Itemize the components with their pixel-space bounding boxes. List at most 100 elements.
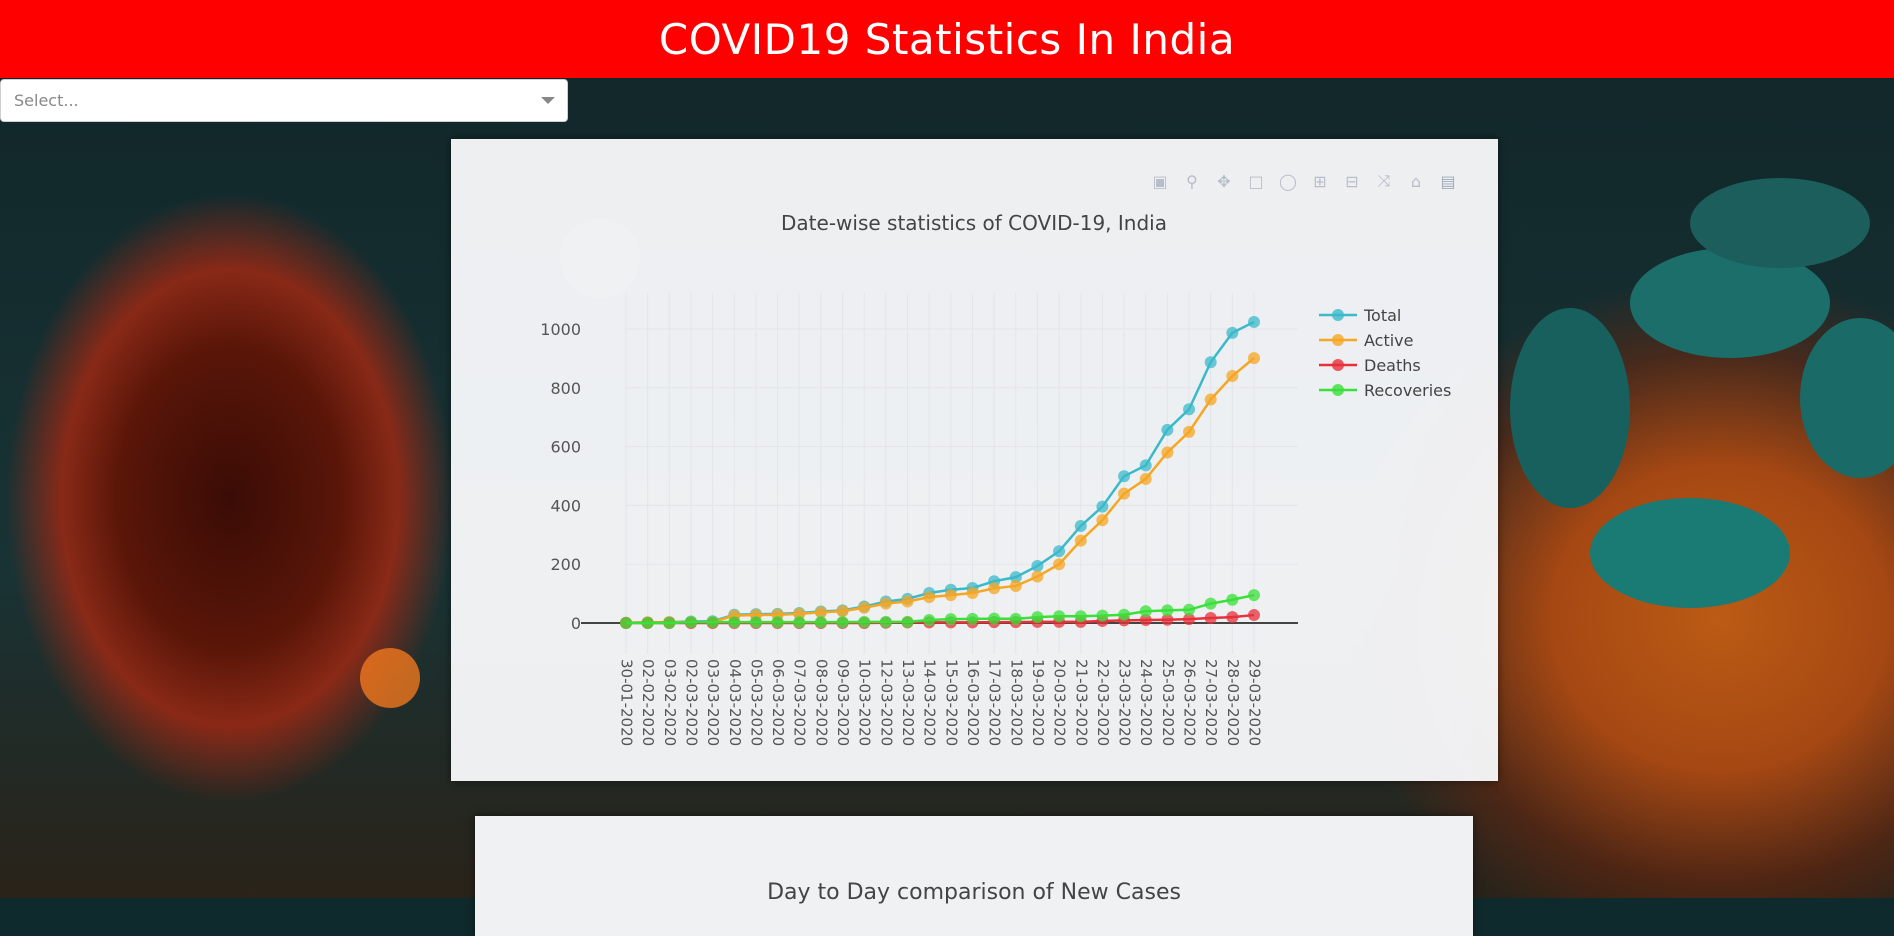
x-tick-label: 21-03-2020 [1072,659,1090,746]
data-point-recoveries[interactable] [620,617,632,629]
data-point-total[interactable] [1248,315,1260,328]
data-point-total[interactable] [1118,470,1131,483]
data-point-active[interactable] [1248,352,1260,365]
data-point-recoveries[interactable] [879,615,892,628]
data-point-recoveries[interactable] [1009,612,1022,625]
data-point-active[interactable] [836,605,849,618]
data-point-recoveries[interactable] [814,616,827,629]
data-point-active[interactable] [923,591,936,604]
data-point-active[interactable] [901,595,914,608]
y-tick-label: 600 [550,438,581,457]
x-tick-label: 09-03-2020 [834,659,852,746]
plotly-logo-icon[interactable]: ▤ [1440,171,1456,191]
data-point-recoveries[interactable] [1031,611,1044,624]
zoom-out-icon[interactable]: ⊟ [1345,171,1359,191]
x-tick-label: 20-03-2020 [1051,659,1069,746]
chevron-down-icon[interactable] [541,97,555,104]
data-point-active[interactable] [1204,393,1217,406]
data-point-total[interactable] [1053,545,1066,558]
data-point-total[interactable] [1139,459,1152,472]
data-point-recoveries[interactable] [771,616,784,629]
data-point-recoveries[interactable] [1183,603,1196,616]
data-point-deaths[interactable] [1226,611,1239,624]
data-point-total[interactable] [1096,500,1109,513]
x-tick-label: 02-02-2020 [639,659,657,746]
data-point-deaths[interactable] [1204,612,1217,625]
legend-item-active[interactable]: Active [1319,331,1414,350]
data-point-recoveries[interactable] [663,617,676,629]
legend-item-deaths[interactable]: Deaths [1319,356,1421,375]
data-point-recoveries[interactable] [1226,593,1239,606]
data-point-active[interactable] [1009,579,1022,592]
line-chart[interactable]: Date-wise statistics of COVID-19, India … [451,139,1498,781]
data-point-total[interactable] [1074,519,1087,532]
data-point-recoveries[interactable] [901,615,914,628]
data-point-active[interactable] [1031,570,1044,583]
data-point-active[interactable] [1074,534,1087,547]
data-point-recoveries[interactable] [728,616,741,629]
data-point-recoveries[interactable] [836,616,849,629]
zoom-in-icon[interactable]: ⊞ [1313,171,1327,191]
data-point-active[interactable] [814,606,827,619]
data-point-recoveries[interactable] [988,612,1001,625]
data-point-active[interactable] [793,607,806,620]
camera-icon[interactable]: ▣ [1152,171,1168,191]
data-point-total[interactable] [1161,423,1174,436]
box-select-icon[interactable]: □ [1248,171,1264,191]
data-point-recoveries[interactable] [1118,608,1131,621]
region-select[interactable]: Select... [0,79,568,122]
data-point-recoveries[interactable] [793,616,806,629]
data-point-active[interactable] [1161,446,1174,459]
legend-item-recoveries[interactable]: Recoveries [1319,381,1451,400]
data-point-active[interactable] [1053,558,1066,571]
data-point-recoveries[interactable] [1248,589,1260,602]
data-point-recoveries[interactable] [966,612,979,625]
data-point-deaths[interactable] [1161,613,1174,626]
data-point-recoveries[interactable] [641,617,654,629]
data-point-deaths[interactable] [1139,614,1152,627]
data-point-active[interactable] [1118,487,1131,500]
data-point-recoveries[interactable] [858,615,871,628]
x-tick-label: 03-03-2020 [704,659,722,746]
data-point-recoveries[interactable] [944,613,957,626]
data-point-active[interactable] [966,587,979,600]
data-point-active[interactable] [988,582,1001,595]
data-point-active[interactable] [1139,472,1152,485]
data-point-deaths[interactable] [1183,613,1196,626]
data-point-recoveries[interactable] [1096,609,1109,622]
data-point-total[interactable] [1204,356,1217,369]
data-point-recoveries[interactable] [1139,605,1152,618]
data-point-total[interactable] [1009,571,1022,584]
data-point-active[interactable] [944,589,957,602]
data-point-active[interactable] [858,601,871,614]
data-point-total[interactable] [1183,403,1196,416]
lasso-select-icon[interactable]: ◯ [1279,171,1297,191]
data-point-recoveries[interactable] [749,616,762,629]
autoscale-icon[interactable]: ⤨ [1377,171,1391,190]
zoom-icon[interactable]: ⚲ [1186,171,1198,191]
data-point-active[interactable] [1226,370,1239,383]
data-point-total[interactable] [1031,559,1044,572]
data-point-active[interactable] [879,597,892,610]
data-point-recoveries[interactable] [923,614,936,627]
data-point-recoveries[interactable] [1053,610,1066,623]
data-point-active[interactable] [1183,425,1196,438]
pan-icon[interactable]: ✥ [1217,171,1231,191]
x-tick-label: 19-03-2020 [1029,659,1047,746]
x-tick-label: 28-03-2020 [1224,659,1242,746]
data-point-deaths[interactable] [1248,609,1260,622]
data-point-recoveries[interactable] [1204,597,1217,610]
legend-item-total[interactable]: Total [1319,306,1401,325]
legend-swatch-marker [1332,384,1344,396]
x-tick-label: 29-03-2020 [1246,659,1264,746]
y-tick-label: 1000 [540,320,581,339]
reset-axes-icon[interactable]: ⌂ [1410,171,1422,191]
x-tick-label: 17-03-2020 [986,659,1004,746]
data-point-recoveries[interactable] [1074,610,1087,623]
data-point-total[interactable] [1226,326,1239,339]
data-point-recoveries[interactable] [1161,604,1174,617]
data-point-active[interactable] [1096,514,1109,527]
data-point-recoveries[interactable] [706,616,719,629]
data-point-recoveries[interactable] [684,616,697,629]
new-cases-card: Day to Day comparison of New Cases [475,816,1473,936]
